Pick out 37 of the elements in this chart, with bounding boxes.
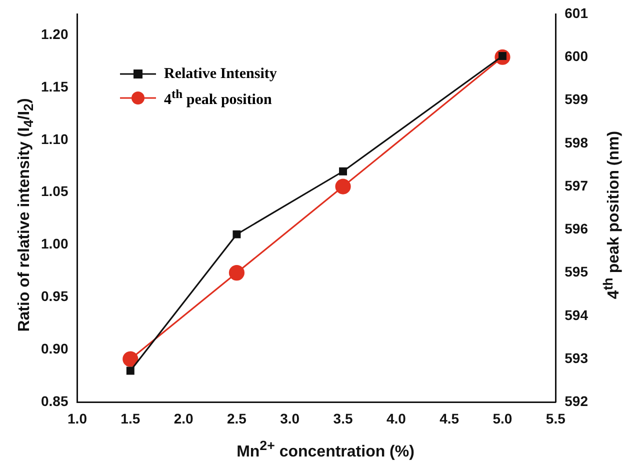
x-tick-label: 2.0 — [174, 410, 194, 426]
y2-tick-label: 593 — [564, 350, 588, 366]
y-tick-label: 1.15 — [41, 78, 68, 94]
x-tick-label: 3.0 — [280, 410, 300, 426]
x-tick-label: 3.5 — [333, 410, 353, 426]
y-tick-label: 1.10 — [41, 130, 68, 147]
y2-tick-label: 600 — [564, 48, 588, 64]
x-tick-label: 4.5 — [440, 410, 460, 426]
point — [228, 265, 245, 281]
y-tick-label: 0.90 — [41, 340, 68, 357]
y2-tick-label: 601 — [564, 4, 588, 21]
x-axis-title: Mn$^{2+}$ concentration (%) — [236, 438, 416, 462]
legend-label: 4$^{th}$ peak position — [164, 87, 272, 109]
y2-tick-label: 596 — [564, 220, 588, 237]
x-tick-label: 4.0 — [386, 410, 406, 426]
y2-tick-label: 597 — [564, 177, 588, 194]
x-tick-label: 1.5 — [120, 410, 140, 426]
y-tick-label: 0.85 — [41, 393, 68, 410]
y2-tick-label: 599 — [564, 91, 588, 108]
point — [232, 230, 241, 238]
point — [335, 178, 351, 194]
legend-label: Relative Intensity — [164, 66, 277, 82]
y2-tick-label: 594 — [564, 306, 588, 323]
y-tick-label: 1.05 — [41, 183, 68, 200]
x-tick-label: 2.5 — [226, 410, 247, 426]
point — [126, 366, 134, 375]
x-tick-label: 5.0 — [492, 410, 512, 426]
y-tick-label: 1.00 — [41, 236, 68, 252]
x-tick-label: 5.5 — [546, 410, 566, 426]
x-tick-label: 1.0 — [68, 410, 88, 426]
y-tick-label: 1.20 — [41, 26, 68, 42]
y2-tick-label: 598 — [564, 134, 588, 150]
y2-tick-label: 595 — [564, 264, 588, 280]
y-tick-label: 0.95 — [41, 288, 68, 304]
y2-tick-label: 592 — [564, 393, 588, 410]
point — [339, 167, 348, 176]
point — [122, 351, 138, 367]
